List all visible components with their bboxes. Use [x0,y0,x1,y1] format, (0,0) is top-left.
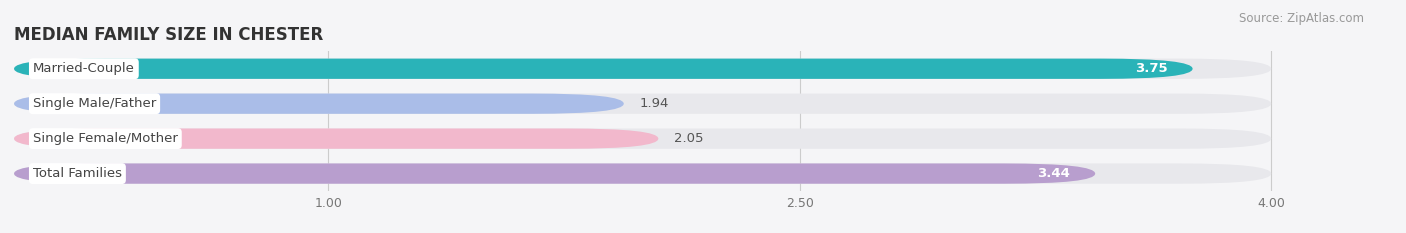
FancyBboxPatch shape [14,164,1095,184]
FancyBboxPatch shape [14,129,658,149]
Text: Total Families: Total Families [32,167,122,180]
FancyBboxPatch shape [14,93,624,114]
FancyBboxPatch shape [14,164,1271,184]
FancyBboxPatch shape [14,93,1271,114]
Text: Source: ZipAtlas.com: Source: ZipAtlas.com [1239,12,1364,25]
Text: 3.44: 3.44 [1038,167,1070,180]
FancyBboxPatch shape [14,59,1192,79]
Text: 1.94: 1.94 [640,97,669,110]
Text: 3.75: 3.75 [1135,62,1167,75]
Text: 2.05: 2.05 [673,132,703,145]
Text: Single Male/Father: Single Male/Father [32,97,156,110]
Text: Single Female/Mother: Single Female/Mother [32,132,177,145]
FancyBboxPatch shape [14,59,1271,79]
Text: MEDIAN FAMILY SIZE IN CHESTER: MEDIAN FAMILY SIZE IN CHESTER [14,26,323,44]
FancyBboxPatch shape [14,129,1271,149]
Text: Married-Couple: Married-Couple [32,62,135,75]
